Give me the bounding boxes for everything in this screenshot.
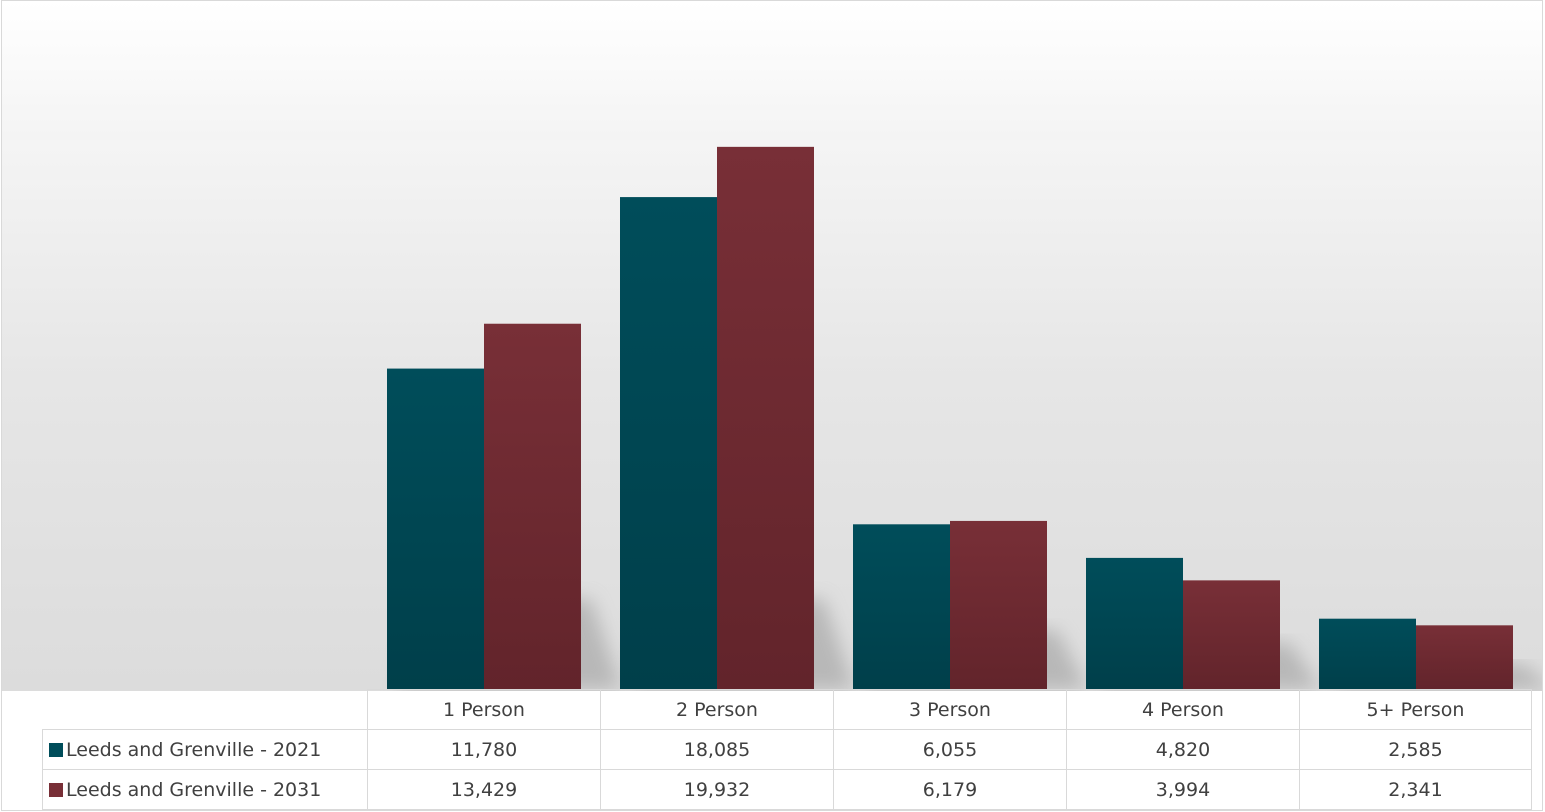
value-cell: 6,179: [833, 769, 1067, 810]
series-row-2021: Leeds and Grenville - 2021 11,780 18,085…: [42, 729, 1532, 770]
bar-2021-2-person: [620, 197, 717, 689]
category-label: 3 Person: [833, 689, 1067, 730]
data-table: 1 Person 2 Person 3 Person 4 Person 5+ P…: [42, 689, 1532, 810]
bar-chart: [387, 146, 1542, 689]
series-label-cell: Leeds and Grenville - 2031: [42, 769, 368, 810]
bar-2021-4-person: [1086, 557, 1183, 689]
series-name: Leeds and Grenville - 2021: [66, 738, 322, 761]
table-corner: [42, 689, 368, 730]
category-header-row: 1 Person 2 Person 3 Person 4 Person 5+ P…: [42, 689, 1532, 730]
series-name: Leeds and Grenville - 2031: [66, 778, 322, 801]
bar-2031-3-person: [950, 520, 1047, 689]
legend-key-2021: [49, 742, 63, 757]
value-cell: 19,932: [600, 769, 834, 810]
bar-2031-1-person: [484, 323, 581, 689]
bar-2031-2-person: [717, 146, 814, 689]
category-label: 1 Person: [367, 689, 601, 730]
value-cell: 2,585: [1299, 729, 1532, 770]
bar-2031-4-person: [1183, 580, 1280, 689]
bar-2031-5-person: [1416, 625, 1513, 689]
bar-2021-5-person: [1319, 618, 1416, 689]
value-cell: 18,085: [600, 729, 834, 770]
value-cell: 3,994: [1066, 769, 1300, 810]
series-row-2031: Leeds and Grenville - 2031 13,429 19,932…: [42, 769, 1532, 810]
value-cell: 11,780: [367, 729, 601, 770]
category-label: 5+ Person: [1299, 689, 1532, 730]
legend-key-2031: [49, 782, 63, 797]
value-cell: 4,820: [1066, 729, 1300, 770]
bar-2021-1-person: [387, 368, 484, 689]
category-label: 2 Person: [600, 689, 834, 730]
category-label: 4 Person: [1066, 689, 1300, 730]
value-cell: 6,055: [833, 729, 1067, 770]
value-cell: 2,341: [1299, 769, 1532, 810]
bar-2021-3-person: [853, 524, 950, 689]
value-cell: 13,429: [367, 769, 601, 810]
series-label-cell: Leeds and Grenville - 2021: [42, 729, 368, 770]
